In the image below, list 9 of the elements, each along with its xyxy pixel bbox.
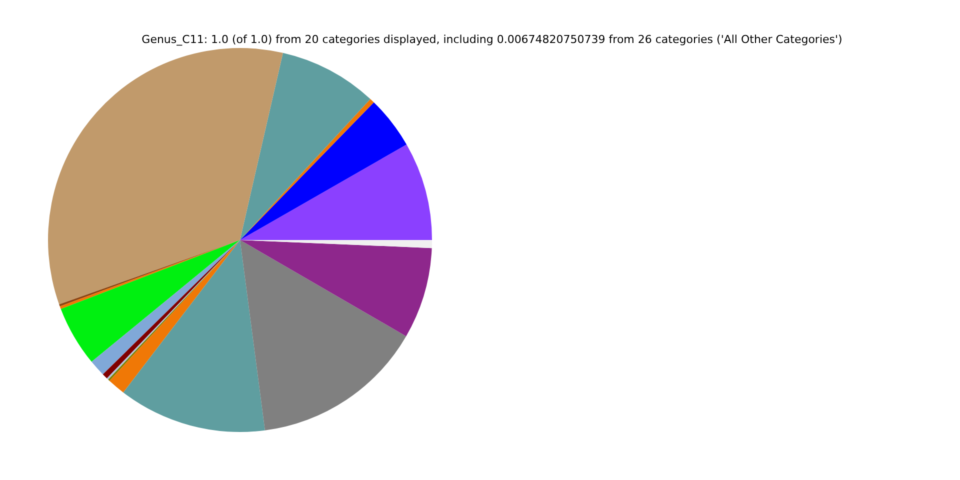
pie-slice	[48, 48, 283, 304]
text: Genus_C11: 1.0 (of 1.0) from 20 categories displayed, including 0.00674820750739 from 26 categories ('All Other Categories')	[142, 33, 842, 46]
pie-slice	[240, 240, 406, 430]
pie-slice	[240, 144, 432, 240]
pie-slice	[240, 240, 432, 336]
pie-slice	[60, 240, 240, 362]
pie-slice	[123, 240, 265, 432]
pie-slice	[240, 102, 407, 240]
pie-slice	[240, 52, 370, 240]
